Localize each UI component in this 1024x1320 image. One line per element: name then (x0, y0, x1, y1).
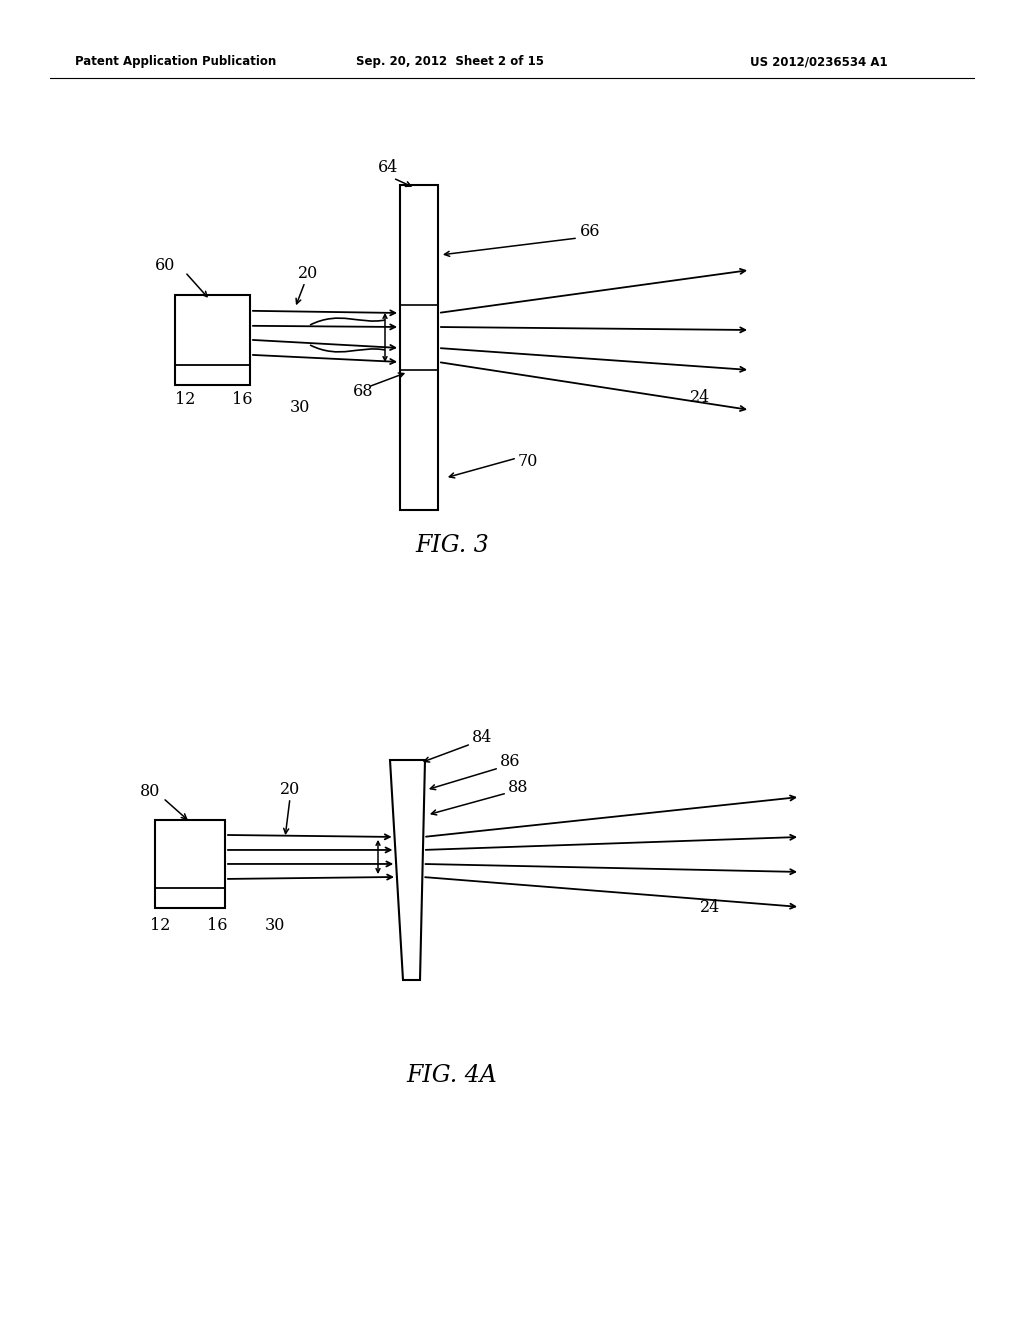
Text: 68: 68 (353, 384, 374, 400)
Text: Sep. 20, 2012  Sheet 2 of 15: Sep. 20, 2012 Sheet 2 of 15 (356, 55, 544, 69)
Text: 24: 24 (690, 389, 711, 407)
Text: Patent Application Publication: Patent Application Publication (75, 55, 276, 69)
Text: 30: 30 (265, 916, 286, 933)
Text: US 2012/0236534 A1: US 2012/0236534 A1 (750, 55, 888, 69)
Text: 86: 86 (500, 754, 520, 771)
Text: 30: 30 (290, 400, 310, 417)
Text: 12: 12 (175, 392, 196, 408)
Text: 20: 20 (298, 264, 318, 281)
Text: 64: 64 (378, 160, 398, 177)
Text: 66: 66 (580, 223, 600, 240)
Text: FIG. 3: FIG. 3 (415, 533, 488, 557)
Bar (175, 294, 250, 385)
Polygon shape (390, 760, 425, 979)
Text: 84: 84 (472, 730, 493, 747)
Bar (155, 820, 225, 908)
Text: 24: 24 (700, 899, 720, 916)
Text: 12: 12 (150, 916, 170, 933)
Text: 70: 70 (518, 454, 539, 470)
Text: 16: 16 (207, 916, 227, 933)
Text: 60: 60 (155, 256, 175, 273)
Bar (400, 185, 438, 510)
Text: 20: 20 (280, 781, 300, 799)
Text: 80: 80 (140, 784, 161, 800)
Text: 88: 88 (508, 780, 528, 796)
Text: FIG. 4A: FIG. 4A (407, 1064, 498, 1086)
Text: 16: 16 (232, 392, 253, 408)
